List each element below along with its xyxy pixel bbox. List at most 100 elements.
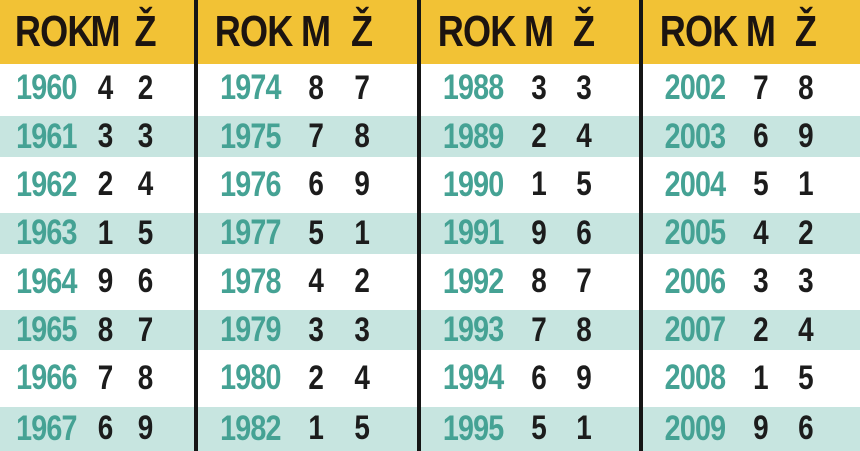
z-value-cell: 3 <box>137 117 153 156</box>
m-value-cell: 3 <box>531 68 547 107</box>
m-value-cell: 8 <box>308 68 325 107</box>
z-value-cell: 1 <box>354 213 370 252</box>
year-cell: 1965 <box>15 310 77 350</box>
table-row: 1982 1 5 <box>198 402 417 451</box>
table-row: 2005 4 2 <box>643 209 860 258</box>
m-value-cell: 2 <box>531 117 547 156</box>
table-row: 1980 2 4 <box>198 354 417 402</box>
m-value-cell: 4 <box>752 213 769 252</box>
z-value-cell: 3 <box>354 310 370 349</box>
table-column-4: ROK M Ž 2002 7 8 2003 6 9 2004 5 1 2005 … <box>643 0 860 451</box>
table-column-3: ROK M Ž 1988 3 3 1989 2 4 1990 1 5 1991 … <box>421 0 643 451</box>
year-cell: 2005 <box>664 213 725 253</box>
table-row: 1993 7 8 <box>421 305 639 355</box>
table-row: 1990 1 5 <box>421 161 639 209</box>
column-rows: 1960 4 2 1961 3 3 1962 2 4 1963 1 5 1964… <box>0 64 194 451</box>
z-value-cell: 2 <box>354 262 370 301</box>
z-value-cell: 6 <box>137 262 153 301</box>
year-cell: 1990 <box>442 164 504 204</box>
m-value-cell: 2 <box>308 358 325 397</box>
table-row: 1963 1 5 <box>0 209 194 258</box>
year-cell: 2009 <box>664 408 725 448</box>
year-cell: 1991 <box>442 213 504 253</box>
year-cell: 2003 <box>664 116 725 156</box>
m-value-cell: 3 <box>752 262 769 301</box>
z-value-cell: 7 <box>576 262 592 301</box>
year-cell: 1966 <box>15 358 77 398</box>
table-row: 1991 9 6 <box>421 209 639 258</box>
column-rows: 1988 3 3 1989 2 4 1990 1 5 1991 9 6 1992… <box>421 64 639 451</box>
year-cell: 1962 <box>15 164 77 204</box>
z-header-label: Ž <box>794 7 816 56</box>
m-value-cell: 4 <box>97 68 113 107</box>
m-value-cell: 1 <box>531 165 547 204</box>
z-value-cell: 9 <box>354 165 370 204</box>
z-value-cell: 2 <box>137 68 153 107</box>
table-row: 1989 2 4 <box>421 112 639 161</box>
m-value-cell: 7 <box>308 117 325 156</box>
m-value-cell: 8 <box>97 310 113 349</box>
rok-header-label: ROK <box>14 7 94 56</box>
rok-header-label: ROK <box>659 7 738 56</box>
table-row: 1979 3 3 <box>198 305 417 355</box>
m-header-label: M <box>301 7 332 56</box>
z-value-cell: 9 <box>137 409 153 448</box>
table-row: 1992 8 7 <box>421 258 639 306</box>
column-header: ROK M Ž <box>0 0 194 64</box>
year-cell: 1963 <box>15 213 77 253</box>
year-cell: 1982 <box>219 408 281 448</box>
table-row: 1976 6 9 <box>198 161 417 209</box>
m-value-cell: 1 <box>752 358 769 397</box>
year-cell: 1980 <box>219 358 281 398</box>
z-value-cell: 8 <box>576 310 592 349</box>
table-row: 1961 3 3 <box>0 112 194 161</box>
z-value-cell: 9 <box>797 117 814 156</box>
column-rows: 2002 7 8 2003 6 9 2004 5 1 2005 4 2 2006… <box>643 64 860 451</box>
m-header-label: M <box>90 7 120 56</box>
year-cell: 1978 <box>219 261 281 301</box>
z-value-cell: 3 <box>576 68 592 107</box>
m-value-cell: 4 <box>308 262 325 301</box>
rok-header-label: ROK <box>437 7 516 56</box>
year-cell: 1974 <box>219 68 281 108</box>
m-value-cell: 6 <box>752 117 769 156</box>
table-row: 1974 8 7 <box>198 64 417 112</box>
table-row: 1965 8 7 <box>0 305 194 355</box>
m-value-cell: 9 <box>531 213 547 252</box>
table-row: 1964 9 6 <box>0 258 194 306</box>
z-value-cell: 5 <box>797 358 814 397</box>
table-row: 1960 4 2 <box>0 64 194 112</box>
table-row: 1966 7 8 <box>0 354 194 402</box>
table-row: 1995 5 1 <box>421 402 639 451</box>
table-row: 1977 5 1 <box>198 209 417 258</box>
z-header-label: Ž <box>573 7 595 56</box>
z-value-cell: 7 <box>137 310 153 349</box>
table-column-1: ROK M Ž 1960 4 2 1961 3 3 1962 2 4 1963 … <box>0 0 198 451</box>
year-cell: 1975 <box>219 116 281 156</box>
z-value-cell: 5 <box>354 409 370 448</box>
m-value-cell: 5 <box>308 213 325 252</box>
year-cell: 1961 <box>15 116 77 156</box>
table-row: 1967 6 9 <box>0 402 194 451</box>
rok-header-label: ROK <box>214 7 294 56</box>
z-value-cell: 2 <box>797 213 814 252</box>
z-header-label: Ž <box>134 7 156 56</box>
z-value-cell: 4 <box>797 310 814 349</box>
m-value-cell: 7 <box>531 310 547 349</box>
z-value-cell: 6 <box>797 409 814 448</box>
year-cell: 2006 <box>664 261 725 301</box>
z-value-cell: 4 <box>354 358 370 397</box>
year-cell: 1979 <box>219 310 281 350</box>
z-value-cell: 8 <box>354 117 370 156</box>
table-row: 2008 1 5 <box>643 354 860 402</box>
year-cell: 1993 <box>442 310 504 350</box>
m-value-cell: 9 <box>752 409 769 448</box>
m-value-cell: 2 <box>752 310 769 349</box>
m-value-cell: 6 <box>97 409 113 448</box>
z-value-cell: 4 <box>576 117 592 156</box>
year-cell: 2008 <box>664 358 725 398</box>
z-value-cell: 4 <box>137 165 153 204</box>
year-cell: 2004 <box>664 164 725 204</box>
column-header: ROK M Ž <box>643 0 860 64</box>
